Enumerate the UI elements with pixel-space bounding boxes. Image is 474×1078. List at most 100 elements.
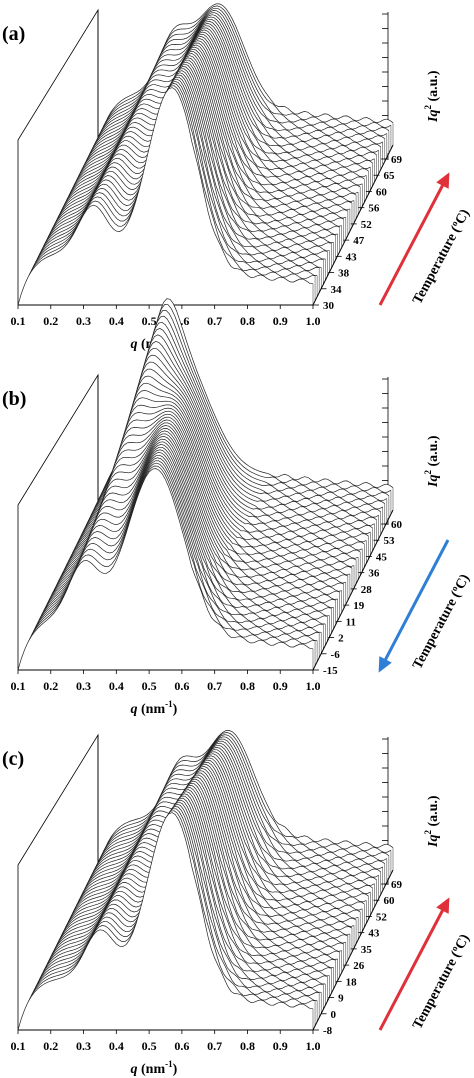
temperature-tick-label: 43	[368, 928, 380, 940]
q-tick-label: 0.7	[207, 679, 222, 693]
series-line-23	[52, 776, 349, 961]
q-symbol: q	[131, 702, 138, 717]
q-unit-close: )	[173, 1062, 178, 1077]
series-line-9	[81, 747, 377, 903]
q-tick-label: 0.7	[207, 1039, 222, 1053]
temperature-tick-label: 60	[376, 186, 388, 198]
iq-symbol: Iq	[426, 835, 441, 848]
q-tick-label: 0.9	[273, 314, 288, 328]
series-fill-40	[18, 812, 313, 1030]
temperature-tick-label: 36	[368, 568, 380, 580]
temperature-axis	[312, 509, 394, 671]
panel-label: (c)	[2, 748, 24, 770]
temperature-tick-label: 18	[346, 976, 358, 988]
series-line-40	[17, 812, 314, 1031]
series-line-3	[93, 7, 390, 154]
temperature-tick-label: -6	[331, 649, 341, 661]
series-line-31	[36, 793, 332, 994]
q-unit-exponent: -1	[165, 1059, 173, 1069]
series-line-32	[34, 70, 330, 273]
q-tick-label: 0.9	[273, 679, 288, 693]
series-line-15	[68, 759, 365, 928]
temperature-tick-label: 52	[376, 911, 388, 923]
series-line-7	[85, 16, 381, 170]
celsius-unit: C)	[453, 932, 473, 952]
series-line-29	[40, 63, 336, 260]
q-tick-label: 0.5	[142, 314, 157, 328]
temperature-tick-label: 69	[391, 154, 403, 166]
series-line-5	[89, 12, 385, 162]
series-line-13	[73, 755, 369, 920]
temperature-title-group: Temperature (oC)	[409, 206, 474, 307]
series-line-18	[62, 40, 359, 215]
intensity-axis-title: Iq2 (a.u.)	[423, 435, 441, 488]
series-line-20	[58, 770, 355, 948]
q-tick-label: 0.1	[11, 314, 26, 328]
temperature-tick-label: 65	[383, 170, 395, 182]
temperature-tick-label: 45	[376, 551, 388, 563]
q-tick-label: 0.9	[273, 1039, 288, 1053]
temperature-tick-label: 19	[353, 600, 365, 612]
series-line-32	[34, 795, 330, 998]
series-line-25	[48, 780, 344, 969]
temperature-tick-label: 11	[346, 616, 356, 628]
series-line-4	[91, 10, 387, 158]
temperature-direction-arrow	[378, 174, 450, 306]
arrow-head	[436, 897, 450, 914]
panel-b: 0.1 0.2 0.3 0.4 0.5 0.6 0.7 0.8 0.9 1.0q (nm-1)-1…	[2, 298, 474, 717]
q-tick-label: 0.8	[240, 314, 255, 328]
q-tick-label: 1.0	[306, 679, 321, 693]
iq-exponent: 2	[423, 830, 433, 835]
series-line-4	[91, 736, 387, 883]
series-line-23	[52, 51, 349, 236]
series-line-33	[32, 797, 328, 1002]
series-line-36	[25, 803, 322, 1014]
q-unit-exponent: -1	[165, 699, 173, 709]
series-line-34	[29, 74, 326, 281]
temperature-axis-title: Temperature (oC)	[409, 206, 474, 307]
q-tick-label: 1.0	[306, 1039, 321, 1053]
series-line-6	[87, 740, 383, 891]
q-tick-label: 0.2	[43, 679, 58, 693]
series-line-14	[70, 31, 367, 199]
temperature-title-group: Temperature (oC)	[409, 931, 474, 1032]
temperature-axis	[312, 144, 394, 306]
q-axis-title: q (nm-1)	[131, 1059, 178, 1077]
temperature-axis	[312, 869, 394, 1031]
q-tick-label: 0.6	[174, 1039, 189, 1053]
series-line-38	[21, 83, 318, 297]
arrow-head	[436, 172, 450, 189]
temperature-tick-label: 30	[323, 300, 335, 312]
degree-symbol: o	[449, 219, 460, 228]
q-symbol: q	[131, 1062, 138, 1077]
q-unit-close: )	[173, 702, 178, 717]
series-line-19	[60, 768, 357, 944]
series-line-30	[38, 66, 334, 265]
series-line-9	[81, 20, 377, 178]
series-line-22	[54, 48, 351, 232]
temperature-axis-title: Temperature (oC)	[409, 931, 474, 1032]
degree-symbol: o	[449, 944, 460, 953]
series-line-16	[66, 762, 363, 932]
series-line-10	[79, 749, 375, 907]
series-line-27	[44, 59, 340, 252]
iq-unit: (a.u.)	[426, 795, 441, 830]
temperature-title-group: Temperature (oC)	[409, 571, 474, 672]
q-tick-label: 0.4	[109, 1039, 124, 1053]
temperature-tick-label: -15	[323, 665, 338, 677]
series-line-33	[32, 72, 328, 277]
intensity-axis-title: Iq2 (a.u.)	[423, 70, 441, 123]
panel-c: 0.1 0.2 0.3 0.4 0.5 0.6 0.7 0.8 0.9 1.0 q (nm-1) -8…	[2, 730, 473, 1077]
temperature-tick-label: 26	[353, 960, 365, 972]
series-line-13	[73, 29, 369, 195]
series-line-25	[48, 55, 344, 244]
series-line-22	[54, 774, 351, 957]
series-line-28	[42, 61, 338, 256]
celsius-unit: C)	[453, 572, 473, 592]
temperature-tick-label: 52	[361, 219, 373, 231]
series-line-12	[75, 753, 371, 916]
temperature-axis-title: Temperature (oC)	[409, 571, 474, 672]
series-line-40	[17, 87, 314, 306]
intensity-title-group: Iq2 (a.u.)	[423, 435, 441, 488]
iq-unit: (a.u.)	[426, 70, 441, 105]
